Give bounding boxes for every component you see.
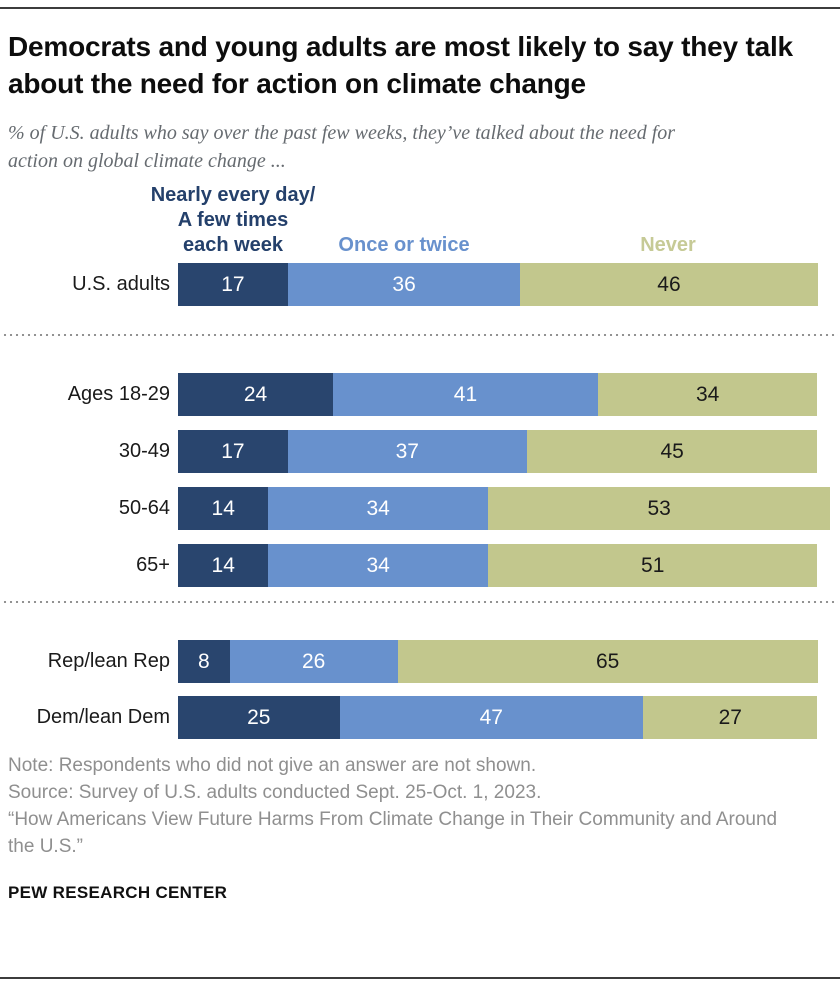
bar-value-label: 26 [302,649,326,673]
bar-row-label: Rep/lean Rep [47,650,170,672]
bar-row-label: 30-49 [118,440,170,462]
legend-item-never: Never [640,234,696,256]
bar-value-label: 37 [395,439,419,463]
stacked-bar: 17 36 46 [178,263,818,306]
bar-value-label: 53 [647,496,671,520]
source-line: Source: Survey of U.S. adults conducted … [8,782,542,803]
stacked-bar: 17 37 45 [178,430,818,473]
top-rule [0,7,840,9]
bar-segment-once-or-twice: 34 [268,487,488,530]
bar-row-label: U.S. adults [72,273,170,295]
bar-segment-frequent: 24 [178,373,333,416]
bar-segment-frequent: 17 [178,263,288,306]
bar-row: Dem/lean Dem 25 47 27 [0,696,840,739]
bar-value-label: 14 [211,496,235,520]
bar-value-label: 34 [366,496,390,520]
bar-row: U.S. adults 17 36 46 [0,263,840,306]
bar-row: 50-64 14 34 53 [0,487,840,530]
bar-segment-never: 34 [597,373,818,416]
legend-item-frequent: Nearly every day/ A few times each week [150,184,316,256]
bar-segment-once-or-twice: 47 [339,696,644,739]
bar-segment-once-or-twice: 41 [333,373,598,416]
report-title-line: “How Americans View Future Harms From Cl… [8,809,778,857]
bar-group-age: Ages 18-29 24 41 34 30-49 17 37 45 50-64 14 34 53 65… [0,373,840,587]
bar-value-label: 34 [366,553,390,577]
bar-segment-never: 51 [487,544,818,587]
bar-row-label: 65+ [136,554,170,576]
dotted-divider [2,334,838,336]
bar-segment-frequent: 8 [178,640,230,683]
dotted-divider [2,601,838,603]
bar-segment-once-or-twice: 26 [229,640,398,683]
bar-segment-once-or-twice: 34 [268,544,488,587]
pew-chart-page: { "header": { "title": "Democrats and yo… [0,7,840,989]
bar-segment-never: 46 [520,263,818,306]
chart-legend: Nearly every day/ A few times each week … [0,182,840,263]
bar-value-label: 24 [243,382,268,406]
stacked-bar-chart: U.S. adults 17 36 46 Ages 18-29 24 41 34 30-49 17… [0,263,840,739]
bar-value-label: 17 [221,439,245,463]
stacked-bar: 14 34 51 [178,544,818,587]
bar-row: 65+ 14 34 51 [0,544,840,587]
bar-segment-frequent: 14 [178,487,269,530]
bar-value-label: 47 [479,705,503,729]
bar-row-label: Dem/lean Dem [36,706,170,728]
bar-value-label: 65 [595,649,620,673]
bar-value-label: 34 [696,382,720,406]
bar-segment-never: 65 [397,640,818,683]
brand-label: PEW RESEARCH CENTER [8,883,228,902]
bar-value-label: 45 [660,439,684,463]
bar-value-label: 17 [221,272,245,296]
stacked-bar: 14 34 53 [178,487,831,530]
bar-group-party: Rep/lean Rep 8 26 65 Dem/lean Dem 25 47 27 [0,640,840,739]
bar-row: Ages 18-29 24 41 34 [0,373,840,416]
bar-row-label: Ages 18-29 [67,383,170,405]
bar-segment-frequent: 17 [178,430,288,473]
bar-segment-once-or-twice: 37 [287,430,527,473]
bar-value-label: 41 [453,382,478,406]
chart-title: Democrats and young adults are most like… [8,31,793,99]
bar-group-us: U.S. adults 17 36 46 [0,263,840,306]
legend-item-once-or-twice: Once or twice [338,234,470,256]
bar-value-label: 27 [718,705,742,729]
bar-value-label: 8 [198,649,210,673]
bar-segment-frequent: 14 [178,544,269,587]
bar-segment-once-or-twice: 36 [287,263,521,306]
bar-value-label: 46 [657,272,681,296]
chart-subtitle: % of U.S. adults who say over the past f… [8,122,676,172]
bottom-rule [0,977,840,979]
bar-value-label: 51 [641,553,665,577]
stacked-bar: 8 26 65 [178,640,818,683]
stacked-bar: 25 47 27 [178,696,818,739]
stacked-bar: 24 41 34 [178,373,818,416]
bar-segment-never: 27 [643,696,818,739]
bar-value-label: 25 [247,705,271,729]
bar-row: 30-49 17 37 45 [0,430,840,473]
bar-segment-never: 45 [526,430,818,473]
bar-row: Rep/lean Rep 8 26 65 [0,640,840,683]
note-line: Note: Respondents who did not give an an… [8,755,537,776]
bar-segment-never: 53 [487,487,831,530]
bar-value-label: 36 [392,272,416,296]
bar-value-label: 14 [211,553,235,577]
bar-segment-frequent: 25 [178,696,340,739]
bar-row-label: 50-64 [118,497,170,519]
chart-notes: Note: Respondents who did not give an an… [0,752,800,903]
